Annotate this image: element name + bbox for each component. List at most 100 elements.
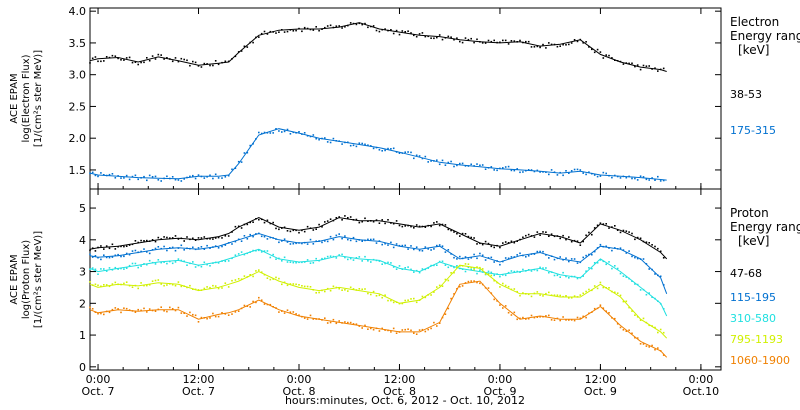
proton-data-point [392,222,395,225]
electron-data-point [636,179,639,181]
proton-data-point [252,221,254,223]
electron-data-point [217,177,220,179]
proton-data-point [565,238,567,241]
electron-data-point [611,176,613,179]
electron-data-point [214,173,217,176]
proton-data-point [611,267,613,270]
proton-data-point [108,256,111,259]
proton-legend-subtitle: Energy ranges [730,220,800,234]
proton-data-point [481,268,484,270]
proton-data-point [438,224,441,227]
proton-data-point [654,297,656,300]
proton-data-point [249,233,251,236]
proton-data-point [384,242,386,245]
proton-data-point [490,274,493,277]
proton-data-point [306,243,309,245]
proton-data-point [539,266,541,269]
electron-data-point [260,32,263,35]
proton-data-point [266,303,269,306]
proton-data-point [237,310,240,312]
proton-data-point [344,289,346,291]
proton-data-point [479,242,481,245]
proton-data-point [433,222,435,224]
proton-data-point [361,260,363,262]
electron-data-point [433,160,435,162]
proton-data-point [183,285,185,287]
proton-data-point [344,235,346,237]
proton-data-point [456,265,458,267]
electron-data-point [234,55,237,58]
electron-data-point [444,164,447,166]
proton-data-point [275,258,277,260]
electron-data-point [593,174,596,176]
proton-data-point [536,231,539,233]
electron-data-point [272,31,274,33]
proton-data-point [103,248,105,250]
proton-data-point [278,257,280,260]
electron-data-point [212,64,214,67]
electron-data-point [326,25,329,27]
proton-data-point [596,287,599,290]
electron-data-point [335,140,338,142]
xtick-time-label: 12:00 [384,373,416,386]
electron-data-point [252,143,254,145]
electron-data-point [203,177,206,179]
proton-data-point [260,235,263,238]
proton-data-point [315,228,317,230]
proton-data-point [642,343,645,345]
proton-data-point [499,286,501,288]
proton-data-point [381,243,383,246]
electron-data-point [418,155,421,157]
proton-data-point [418,271,421,274]
proton-data-point [329,321,332,324]
proton-data-point [321,226,323,228]
proton-data-point [148,259,151,262]
electron-data-point [441,38,444,41]
proton-data-point [608,227,610,229]
proton-data-point [634,336,636,339]
proton-data-point [332,255,335,258]
proton-data-point [395,243,398,245]
electron-data-point [642,176,645,178]
proton-data-point [441,260,444,263]
electron-data-point [341,27,343,29]
electron-series-175-315 [89,128,667,182]
proton-data-point [171,283,174,286]
proton-data-point [324,257,326,260]
proton-series-795-1193 [89,263,668,339]
proton-data-point [105,245,108,247]
proton-data-point [467,263,470,265]
proton-data-point [151,280,154,282]
electron-data-point [289,29,292,31]
proton-data-point [605,287,607,289]
electron-data-point [410,32,412,34]
proton-data-point [197,247,200,249]
proton-data-point [642,288,645,291]
proton-data-point [579,294,582,296]
electron-data-point [370,145,372,147]
proton-data-point [490,245,493,248]
electron-data-point [619,177,622,179]
proton-data-point [197,264,200,267]
proton-data-point [329,255,332,257]
electron-data-point [324,26,326,29]
proton-data-point [504,274,507,277]
proton-data-point [120,245,122,248]
electron-data-point [395,29,398,32]
proton-data-point [131,286,134,288]
proton-data-point [269,278,272,281]
proton-data-point [473,267,475,269]
electron-data-point [453,165,455,168]
electron-data-point [536,45,539,48]
proton-data-point [461,268,464,270]
proton-data-point [186,236,188,238]
proton-data-point [301,229,303,232]
proton-data-point [596,224,599,227]
proton-data-point [510,256,513,258]
proton-data-point [490,256,493,259]
electron-data-point [309,135,312,138]
proton-data-point [352,219,355,221]
proton-data-point [303,230,306,233]
electron-data-point [616,60,619,62]
proton-data-point [163,310,165,312]
